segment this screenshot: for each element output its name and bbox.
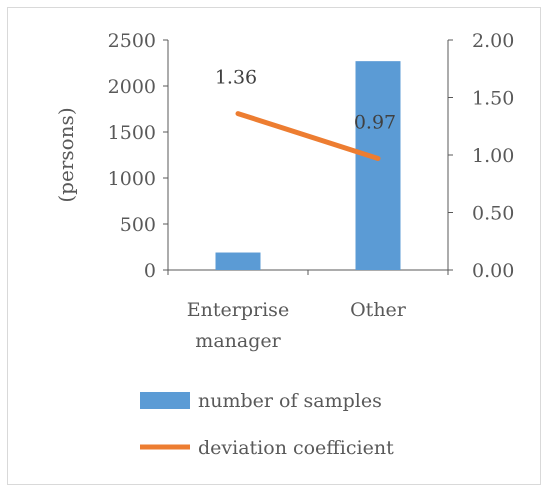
y-tick-label: 500 [120,214,156,236]
bar [215,252,261,270]
y-tick-label: 1000 [108,168,156,190]
legend: number of samples deviation coefficient [140,390,394,459]
y2-tick-label: 1.00 [472,145,514,167]
y-axis-title: (persons) [54,107,78,202]
chart-frame [7,7,541,485]
legend-swatch-bar [140,392,190,409]
x-category-label: Other [350,299,407,321]
x-category-label: manager [195,330,281,352]
y2-tick-label: 2.00 [472,30,514,52]
y-tick-label: 2000 [108,76,156,98]
y-tick-label: 0 [144,260,156,282]
y2-tick-label: 0.00 [472,260,514,282]
y2-tick-label: 0.50 [472,203,514,225]
y-tick-label: 2500 [108,30,156,52]
line-point [236,111,240,116]
legend-label: number of samples [198,390,382,412]
x-category-label: Enterprise [187,299,289,321]
data-label: 0.97 [354,111,396,133]
axes: 0 500 1000 1500 2000 2500 0.00 0.50 1.00 1.50 2.00… [54,30,514,352]
line-series [235,111,381,161]
labels: 1.36 0.97 [215,67,396,134]
legend-label: deviation coefficient [198,437,394,459]
y-tick-label: 1500 [108,122,156,144]
y2-tick-label: 1.50 [472,88,514,110]
data-label: 1.36 [215,67,257,89]
line-point [376,156,380,161]
lines [235,111,381,161]
bars [215,61,401,270]
bar [355,61,401,270]
